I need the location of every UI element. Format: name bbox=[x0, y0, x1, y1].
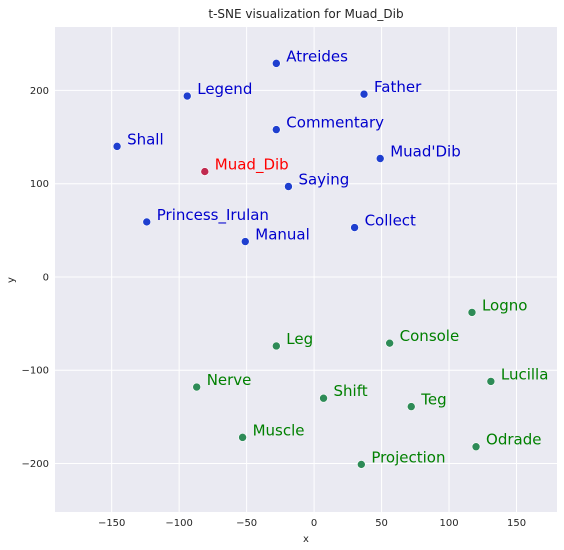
data-points bbox=[112, 59, 496, 469]
gridlines bbox=[55, 27, 557, 512]
data-point bbox=[471, 442, 481, 452]
data-point bbox=[359, 89, 369, 99]
y-tick-label: 200 bbox=[30, 86, 49, 97]
y-tick-label: 0 bbox=[43, 272, 49, 283]
data-point bbox=[238, 433, 247, 442]
plot-area bbox=[55, 27, 557, 512]
y-tick-label: 100 bbox=[30, 179, 49, 190]
data-point bbox=[142, 217, 152, 227]
x-tick-label: 150 bbox=[507, 518, 526, 529]
point-label: Console bbox=[400, 327, 460, 345]
x-tick-label: 100 bbox=[439, 518, 458, 529]
data-point bbox=[350, 223, 359, 232]
y-axis-ticks: −200 −100 0 100 200 bbox=[22, 86, 49, 470]
data-point bbox=[240, 237, 250, 246]
point-label: Legend bbox=[197, 80, 252, 98]
query-point-label: Muad_Dib bbox=[215, 156, 289, 175]
data-point bbox=[284, 182, 293, 191]
x-tick-label: 0 bbox=[311, 518, 317, 529]
y-tick-label: −100 bbox=[22, 366, 49, 377]
y-axis-title: y bbox=[6, 277, 17, 283]
data-point bbox=[192, 382, 201, 392]
point-label: Manual bbox=[255, 226, 310, 244]
point-label: Lucilla bbox=[501, 365, 549, 383]
data-point bbox=[272, 125, 281, 134]
data-point bbox=[182, 91, 192, 101]
data-point bbox=[112, 142, 122, 151]
point-label: Teg bbox=[420, 391, 446, 409]
x-tick-label: −50 bbox=[236, 518, 257, 529]
data-point bbox=[357, 460, 366, 469]
data-point bbox=[385, 338, 394, 348]
point-label: Saying bbox=[298, 170, 349, 188]
data-point bbox=[375, 154, 385, 163]
point-label: Projection bbox=[371, 448, 445, 466]
x-tick-label: −100 bbox=[165, 518, 192, 529]
data-point bbox=[319, 393, 328, 403]
chart-title: t-SNE visualization for Muad_Dib bbox=[208, 7, 403, 21]
point-label: Collect bbox=[365, 212, 416, 230]
point-label: Odrade bbox=[486, 431, 541, 449]
point-label: Leg bbox=[286, 330, 313, 348]
x-tick-label: −150 bbox=[98, 518, 125, 529]
point-label: Logno bbox=[482, 296, 527, 314]
point-label: Princess_Irulan bbox=[157, 206, 269, 225]
x-axis-title: x bbox=[303, 534, 309, 545]
data-point bbox=[406, 402, 416, 411]
data-point bbox=[486, 377, 496, 386]
data-point bbox=[467, 308, 477, 317]
point-label: Shift bbox=[334, 382, 368, 400]
y-tick-label: −200 bbox=[22, 459, 49, 470]
point-label: Muscle bbox=[253, 421, 305, 439]
point-label: Atreides bbox=[286, 47, 348, 65]
data-point bbox=[272, 341, 281, 351]
x-axis-ticks: −150 −100 −50 0 50 100 150 bbox=[98, 518, 526, 529]
point-label: Father bbox=[374, 78, 422, 96]
point-label: Commentary bbox=[286, 114, 384, 132]
query-point bbox=[200, 167, 210, 176]
point-label: Nerve bbox=[207, 371, 252, 389]
data-point bbox=[272, 59, 281, 68]
x-tick-label: 50 bbox=[375, 518, 388, 529]
point-labels: Atreides Legend Father Commentary Shall Muad'… bbox=[127, 47, 548, 466]
point-label: Shall bbox=[127, 130, 164, 148]
point-label: Muad'Dib bbox=[390, 143, 461, 161]
